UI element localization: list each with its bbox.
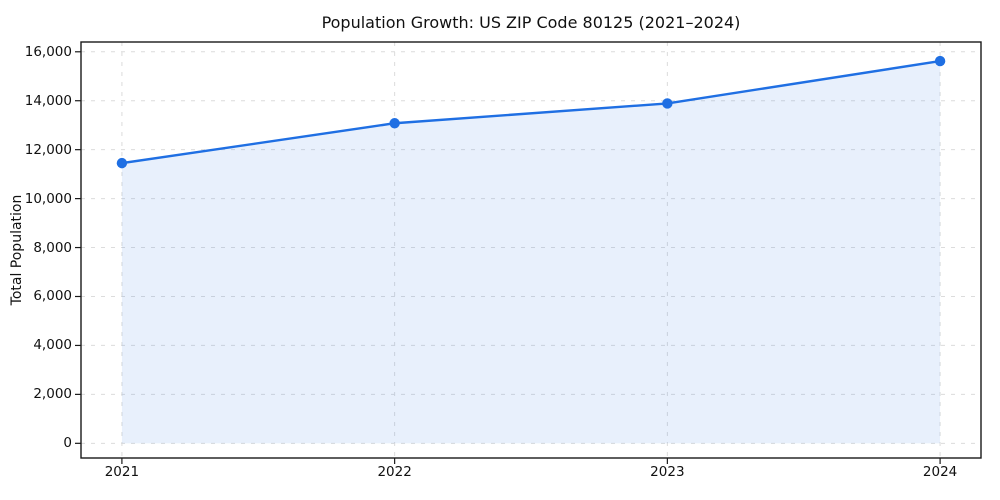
y-tick-label: 12,000 (24, 141, 72, 158)
y-tick-label: 14,000 (24, 92, 72, 109)
y-tick-label: 16,000 (24, 43, 72, 60)
data-point-marker (389, 118, 400, 129)
chart-title: Population Growth: US ZIP Code 80125 (20… (321, 13, 741, 32)
x-tick-label: 2022 (377, 464, 412, 480)
y-tick-label: 0 (63, 435, 72, 452)
data-point-marker (662, 98, 673, 109)
y-tick-label: 10,000 (24, 190, 72, 207)
x-tick-label: 2021 (104, 464, 140, 480)
y-tick-label: 2,000 (33, 386, 72, 403)
data-line (120, 59, 942, 165)
data-point-marker (116, 157, 128, 169)
x-tick-label: 2024 (922, 464, 958, 480)
data-point-marker (934, 55, 946, 67)
y-tick-label: 6,000 (33, 288, 72, 305)
area-fill (121, 61, 941, 444)
y-tick-label: 8,000 (33, 239, 72, 256)
plot-border (80, 41, 982, 459)
x-tick-label: 2023 (650, 464, 685, 480)
y-tick-label: 4,000 (33, 337, 72, 354)
